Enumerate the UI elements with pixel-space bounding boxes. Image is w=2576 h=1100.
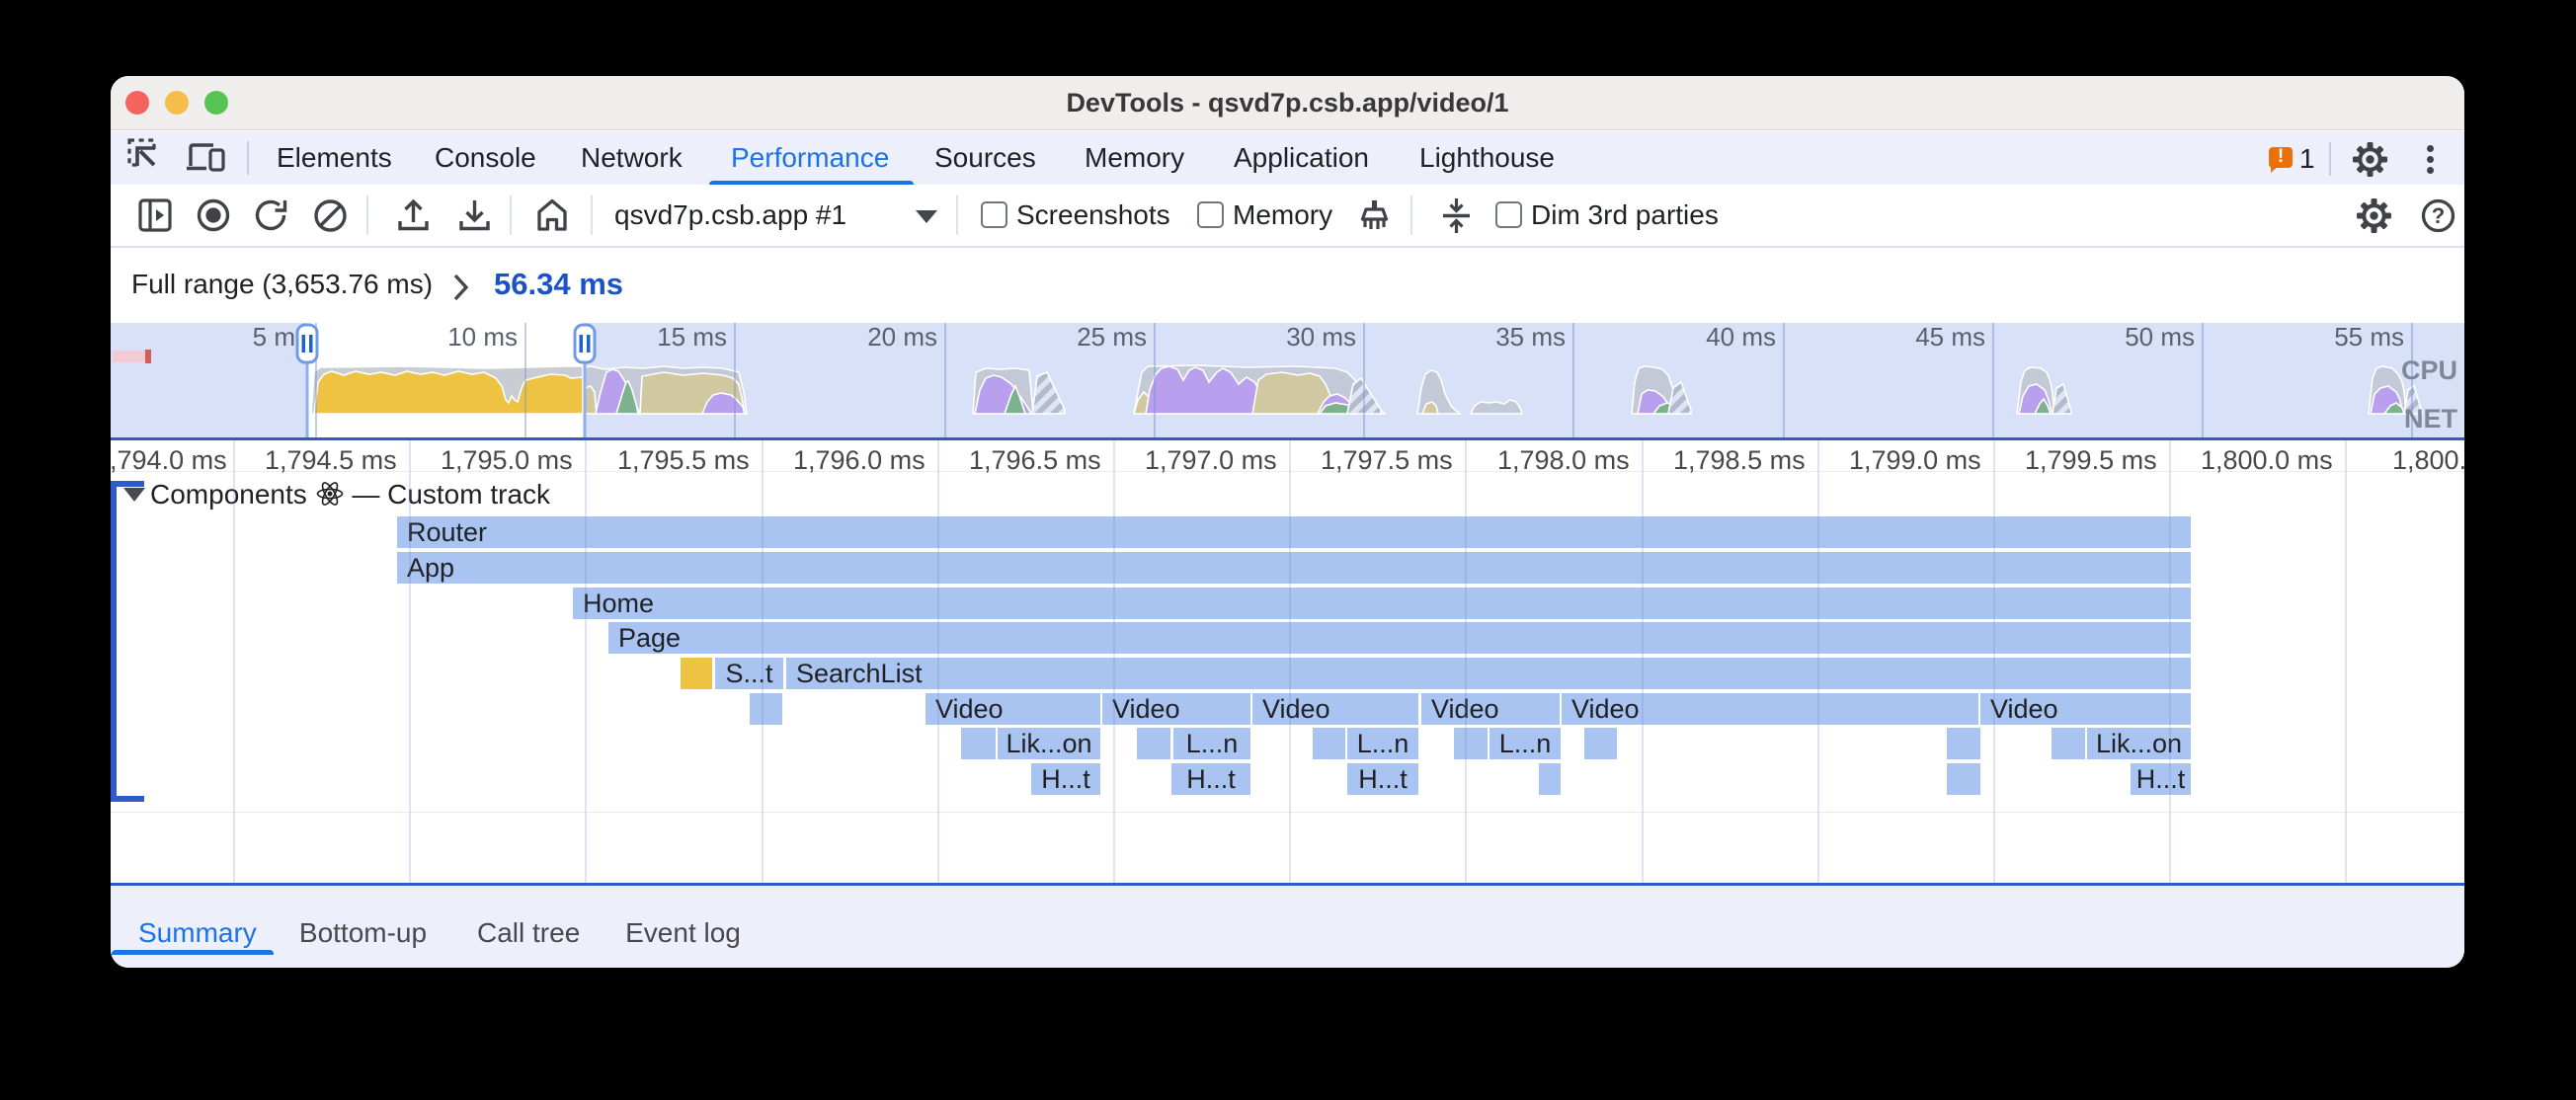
svg-text:?: ? xyxy=(2432,203,2445,228)
svg-text:50 ms: 50 ms xyxy=(2125,323,2195,352)
svg-text:35 ms: 35 ms xyxy=(1495,323,1566,352)
svg-text:25 ms: 25 ms xyxy=(1077,323,1147,352)
svg-text:45 ms: 45 ms xyxy=(1915,323,1985,352)
svg-text:15 ms: 15 ms xyxy=(657,323,727,352)
svg-text:10 ms: 10 ms xyxy=(447,323,518,352)
svg-text:30 ms: 30 ms xyxy=(1286,323,1356,352)
svg-text:55 ms: 55 ms xyxy=(2334,323,2404,352)
svg-text:20 ms: 20 ms xyxy=(867,323,937,352)
svg-text:NET: NET xyxy=(2404,404,2458,433)
svg-text:40 ms: 40 ms xyxy=(1706,323,1776,352)
svg-text:CPU: CPU xyxy=(2401,355,2457,385)
